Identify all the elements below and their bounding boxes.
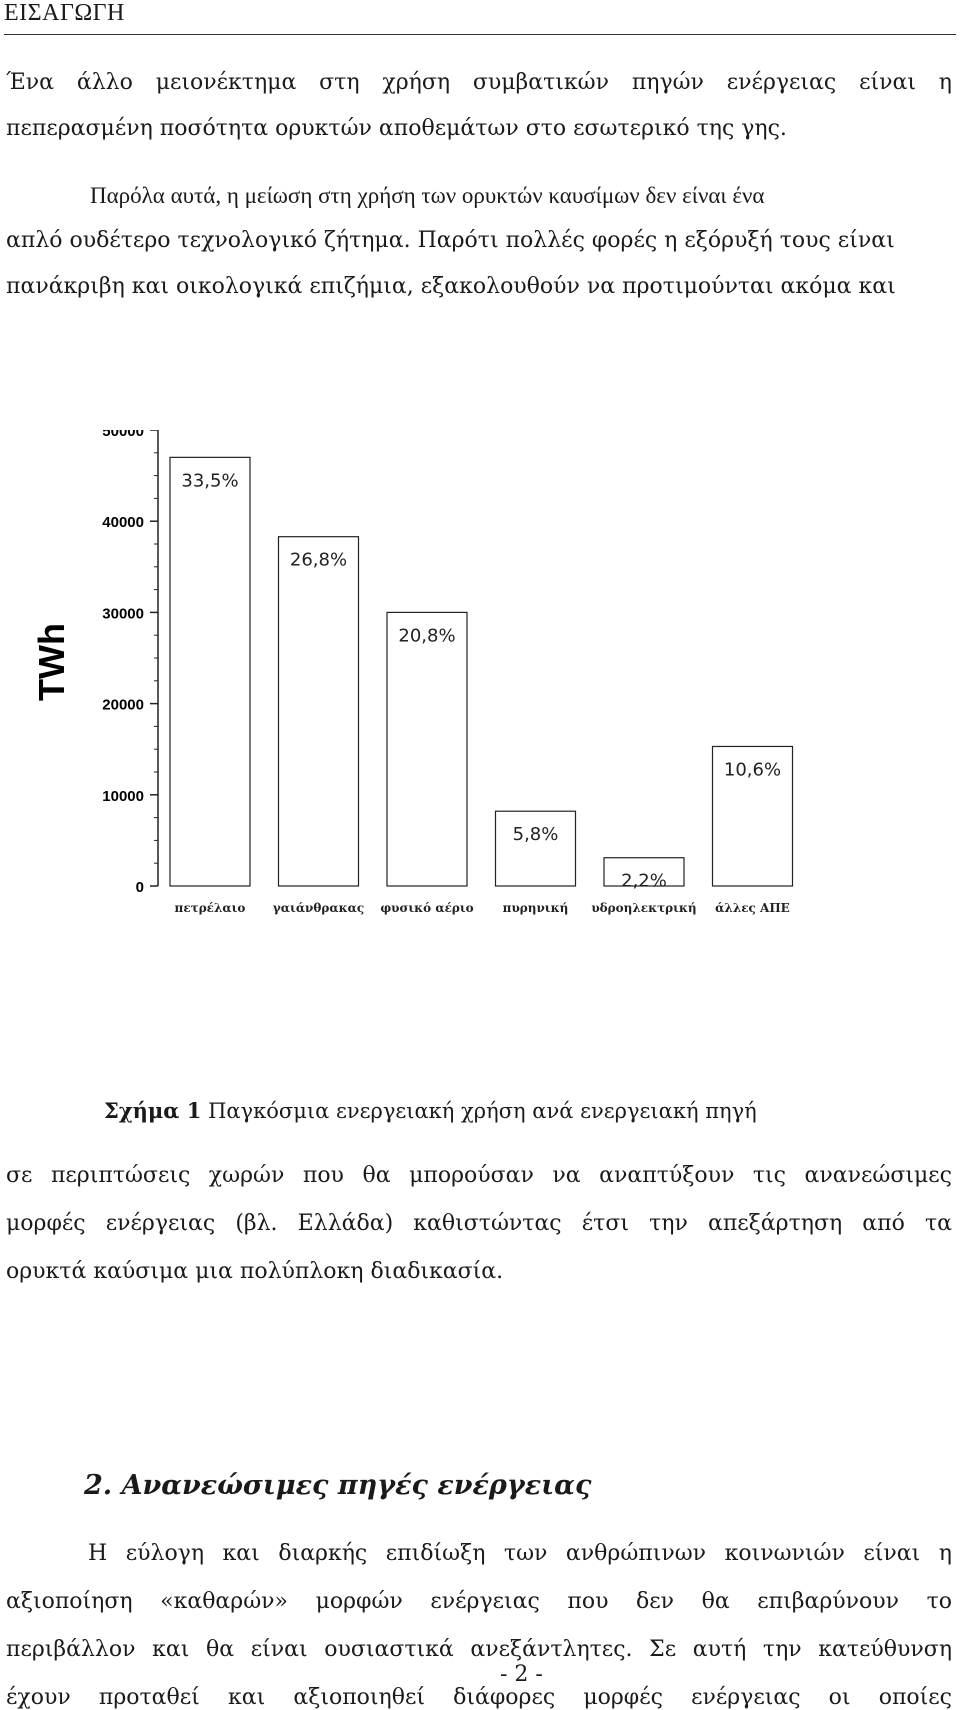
bar xyxy=(711,745,794,887)
bar xyxy=(494,810,577,887)
bar xyxy=(603,857,685,887)
intro-line-2: πεπερασμένη ποσότητα ορυκτών αποθεμάτων … xyxy=(6,116,787,141)
page-number: - 2 - xyxy=(500,1662,543,1687)
bar xyxy=(277,536,360,887)
y-tick-label: 50000 xyxy=(102,430,144,440)
section-line-4: έχουν προταθεί και αξιοποιηθεί διάφορες … xyxy=(6,1685,952,1710)
header-rule xyxy=(4,34,956,35)
cont-line-2: μορφές ενέργειας (βλ. Ελλάδα) καθιστώντα… xyxy=(6,1211,952,1236)
bar-data-label: 10,6% xyxy=(724,759,781,780)
bar-data-label: 5,8% xyxy=(513,824,559,845)
y-tick-label: 20000 xyxy=(102,697,144,714)
figure-caption: Σχήμα 1 Παγκόσμια ενεργειακή χρήση ανά ε… xyxy=(104,1098,757,1123)
category-label: υδροηλεκτρική xyxy=(591,901,696,915)
cont-line-1: σε περιπτώσεις χωρών που θα μπορούσαν να… xyxy=(6,1163,952,1188)
section-line-2: αξιοποίηση «καθαρών» μορφών ενέργειας πο… xyxy=(6,1589,952,1614)
y-tick-label: 30000 xyxy=(102,605,144,622)
y-tick-label: 40000 xyxy=(102,514,144,531)
page-header-title: ΕΙΣΑΓΩΓΗ xyxy=(4,0,125,26)
y-tick-label: 10000 xyxy=(102,788,144,805)
y-tick-label: 0 xyxy=(136,879,144,896)
section-heading: 2. Ανανεώσιμες πηγές ενέργειας xyxy=(84,1470,592,1501)
category-label: γαιάνθρακας xyxy=(273,901,364,915)
section-line-3: περιβάλλον και θα είναι ουσιαστικά ανεξά… xyxy=(6,1637,952,1662)
bar-data-label: 20,8% xyxy=(398,625,455,646)
figure-caption-label: Σχήμα 1 xyxy=(104,1098,202,1123)
category-label: πυρηνική xyxy=(503,901,569,915)
intro-line-1: Ένα άλλο μειονέκτημα στη χρήση συμβατικώ… xyxy=(6,70,952,95)
figure-caption-text: Παγκόσμια ενεργειακή χρήση ανά ενεργειακ… xyxy=(201,1099,757,1123)
bar-data-label: 33,5% xyxy=(181,470,238,491)
chart-svg: 0 10000 20000 30000 40000 50000 TWh 33,5% πετρέ… xyxy=(31,423,794,915)
category-label: πετρέλαιο xyxy=(175,901,246,915)
category-label: φυσικό αέριο xyxy=(380,901,473,915)
second-line-3: πανάκριβη και οικολογικά επιζήμια, εξακο… xyxy=(6,274,896,299)
energy-use-chart: 0 10000 20000 30000 40000 50000 TWh 33,5% πετρέ… xyxy=(20,423,820,990)
bar xyxy=(386,611,468,887)
second-line-2: απλό ουδέτερο τεχνολογικό ζήτημα. Παρότι… xyxy=(6,228,895,253)
section-line-1: Η εύλογη και διαρκής επιδίωξη των ανθρώπ… xyxy=(88,1541,952,1566)
bar-data-label: 26,8% xyxy=(290,550,347,571)
category-label: άλλες ΑΠΕ xyxy=(715,901,790,915)
y-axis-label: TWh xyxy=(31,623,72,701)
bar xyxy=(169,456,251,887)
second-line-1: Παρόλα αυτά, η μείωση στη χρήση των ορυκ… xyxy=(90,183,765,208)
cont-line-3: ορυκτά καύσιμα μια πολύπλοκη διαδικασία. xyxy=(6,1259,504,1284)
bar-data-label: 2,2% xyxy=(621,871,667,892)
